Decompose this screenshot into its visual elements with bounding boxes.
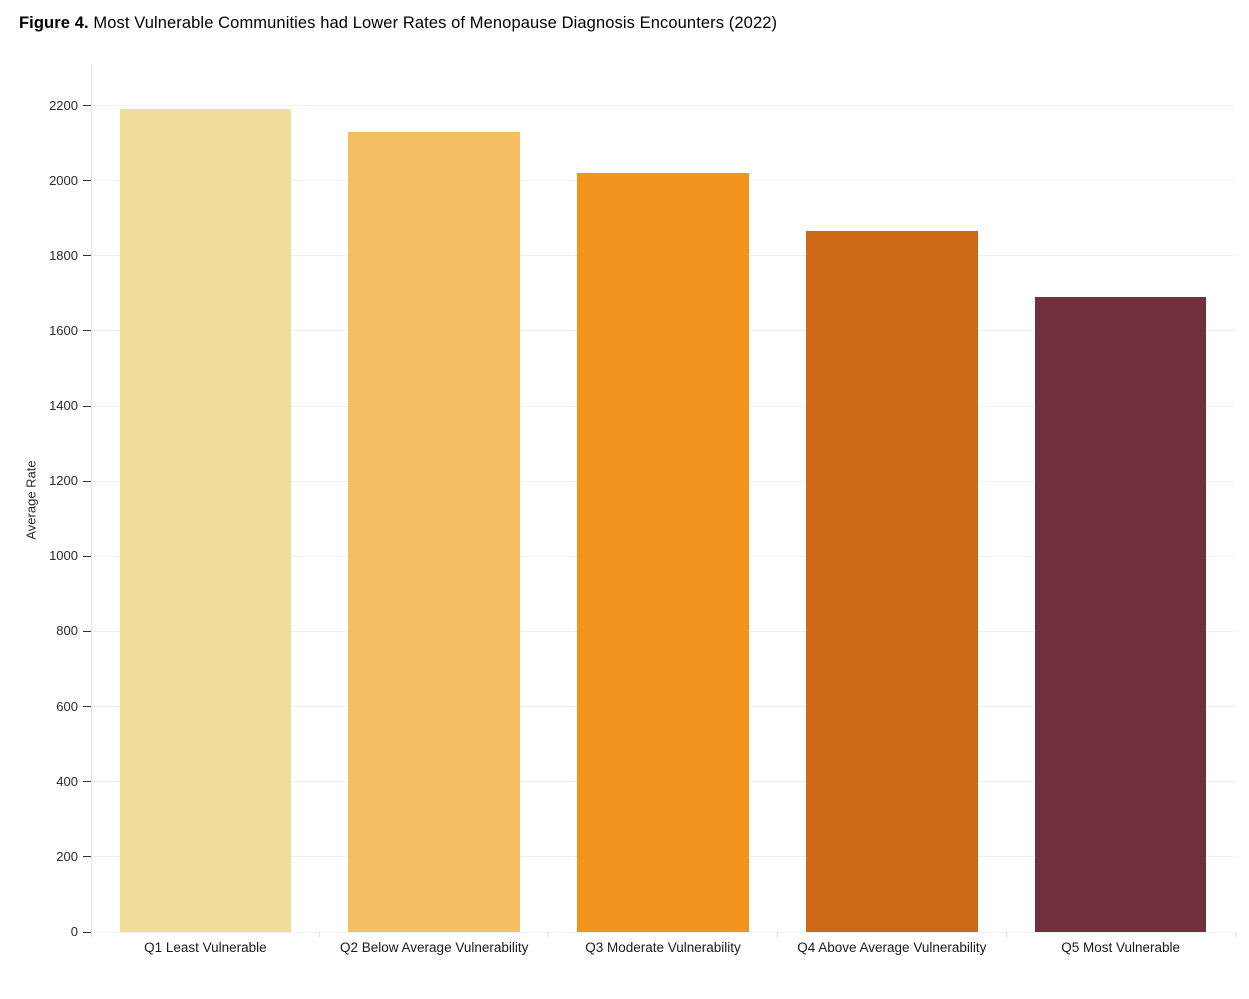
y-tick-label: 800 [56, 623, 78, 639]
bar-q5 [1034, 297, 1207, 932]
y-tick-label: 2000 [49, 172, 78, 188]
x-tick-label: Q5 Most Vulnerable [1061, 940, 1180, 955]
y-tick-mark [83, 480, 91, 482]
y-tick-mark [83, 856, 91, 858]
y-tick-label: 600 [56, 698, 78, 714]
x-tick-label: Q1 Least Vulnerable [144, 940, 267, 955]
y-tick-mark [83, 180, 91, 182]
y-tick-label: 200 [56, 848, 78, 864]
y-tick-mark [83, 405, 91, 407]
y-tick-label: 2200 [49, 97, 78, 113]
y-tick-mark [83, 630, 91, 632]
y-tick-mark [83, 706, 91, 708]
x-boundary-tick [90, 932, 92, 937]
y-tick-mark [83, 330, 91, 332]
bar-q4 [806, 231, 978, 932]
y-gridline [91, 105, 1235, 107]
bar-q2 [348, 131, 520, 932]
x-boundary-tick [548, 932, 550, 937]
x-tick-label: Q4 Above Average Vulnerability [797, 940, 987, 955]
y-tick-label: 1600 [49, 322, 78, 338]
y-tick-mark [83, 931, 91, 933]
y-tick-mark [83, 105, 91, 107]
y-tick-mark [83, 555, 91, 557]
bar-q1 [119, 109, 292, 932]
y-tick-label: 1800 [49, 247, 78, 263]
y-tick-label: 1000 [49, 548, 78, 564]
figure-title: Figure 4. Most Vulnerable Communities ha… [19, 14, 777, 33]
y-tick-mark [83, 255, 91, 257]
y-gridline [91, 931, 1235, 933]
x-boundary-tick [776, 932, 778, 937]
y-axis-title: Average Rate [23, 460, 39, 540]
y-tick-label: 1200 [49, 473, 78, 489]
y-tick-label: 0 [70, 924, 78, 939]
y-tick-label: 400 [56, 773, 78, 789]
x-boundary-tick [1005, 932, 1007, 937]
x-tick-label: Q2 Below Average Vulnerability [340, 940, 529, 955]
figure-title-prefix: Figure 4. [19, 14, 89, 32]
bar-q3 [577, 173, 749, 932]
y-tick-label: 1400 [49, 398, 78, 414]
x-tick-label: Q3 Moderate Vulnerability [585, 940, 741, 955]
y-axis-line [90, 65, 92, 932]
y-tick-mark [83, 781, 91, 783]
figure-title-text: Most Vulnerable Communities had Lower Ra… [88, 14, 778, 32]
x-boundary-tick [319, 932, 321, 937]
x-boundary-tick [1234, 932, 1236, 937]
